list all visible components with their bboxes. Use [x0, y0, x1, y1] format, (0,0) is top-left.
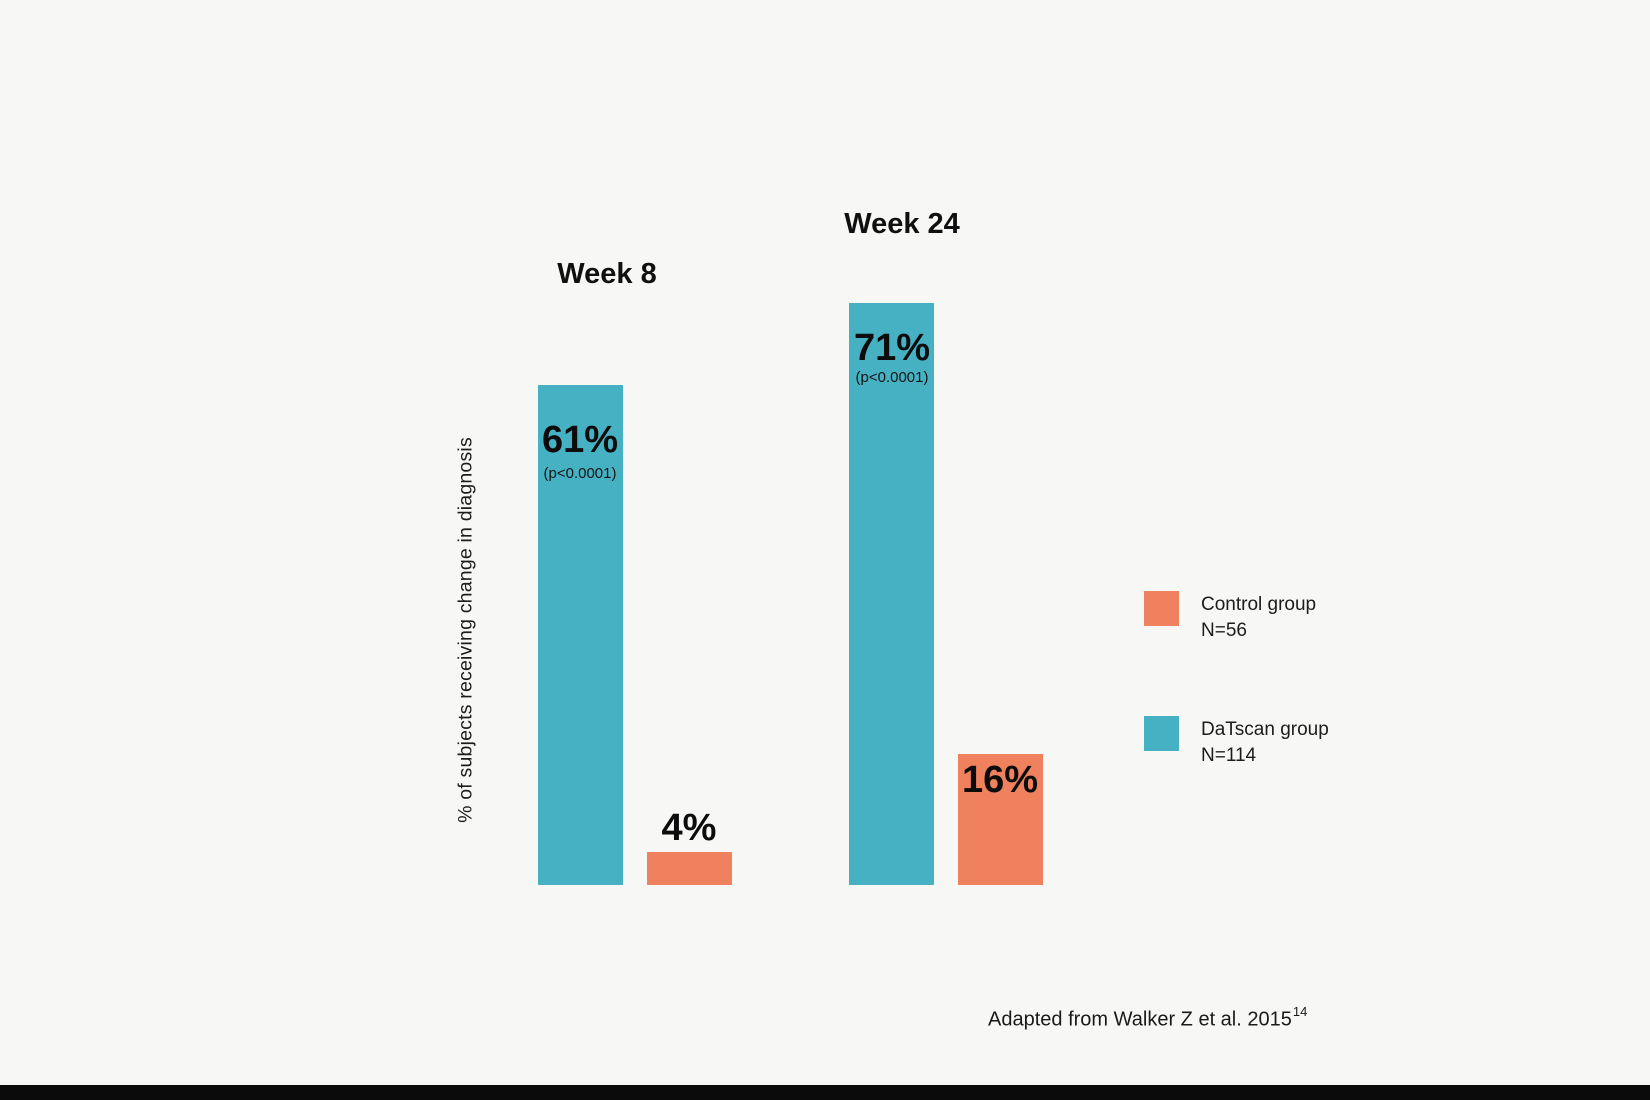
p-value-label-week8: (p<0.0001)	[543, 465, 617, 482]
legend-swatch-datscan	[1144, 716, 1179, 751]
source-text: Adapted from Walker Z et al. 2015	[988, 1008, 1292, 1031]
legend-item-datscan-group: DaTscan group N=114	[1144, 716, 1329, 769]
value-label-control-week8: 4%	[661, 807, 717, 849]
category-title-week24: Week 24	[844, 208, 960, 240]
bottom-black-bar	[0, 1085, 1650, 1100]
bar-control-week24	[958, 754, 1043, 885]
bar-control-week8	[647, 852, 732, 885]
legend-label-datscan: DaTscan group	[1201, 719, 1329, 740]
p-value-label-week24: (p<0.0001)	[855, 369, 929, 386]
value-label-datscan-week8: 61%	[541, 419, 619, 461]
y-axis-label: % of subjects receiving change in diagno…	[454, 437, 477, 823]
source-attribution: Adapted from Walker Z et al. 201514	[988, 1004, 1308, 1032]
reference-superscript: 14	[1292, 1004, 1308, 1019]
bar-datscan-week8	[538, 385, 623, 885]
value-label-control-week24: 16%	[961, 759, 1039, 801]
bar-datscan-week24	[849, 303, 934, 885]
category-title-week8: Week 8	[557, 258, 657, 290]
legend-n-datscan: N=114	[1201, 745, 1257, 766]
value-label-datscan-week24: 71%	[853, 327, 931, 369]
legend-label-control: Control group	[1201, 594, 1317, 615]
legend-n-control: N=56	[1201, 620, 1247, 641]
legend-item-control-group: Control group N=56	[1144, 591, 1316, 644]
legend-swatch-control	[1144, 591, 1179, 626]
